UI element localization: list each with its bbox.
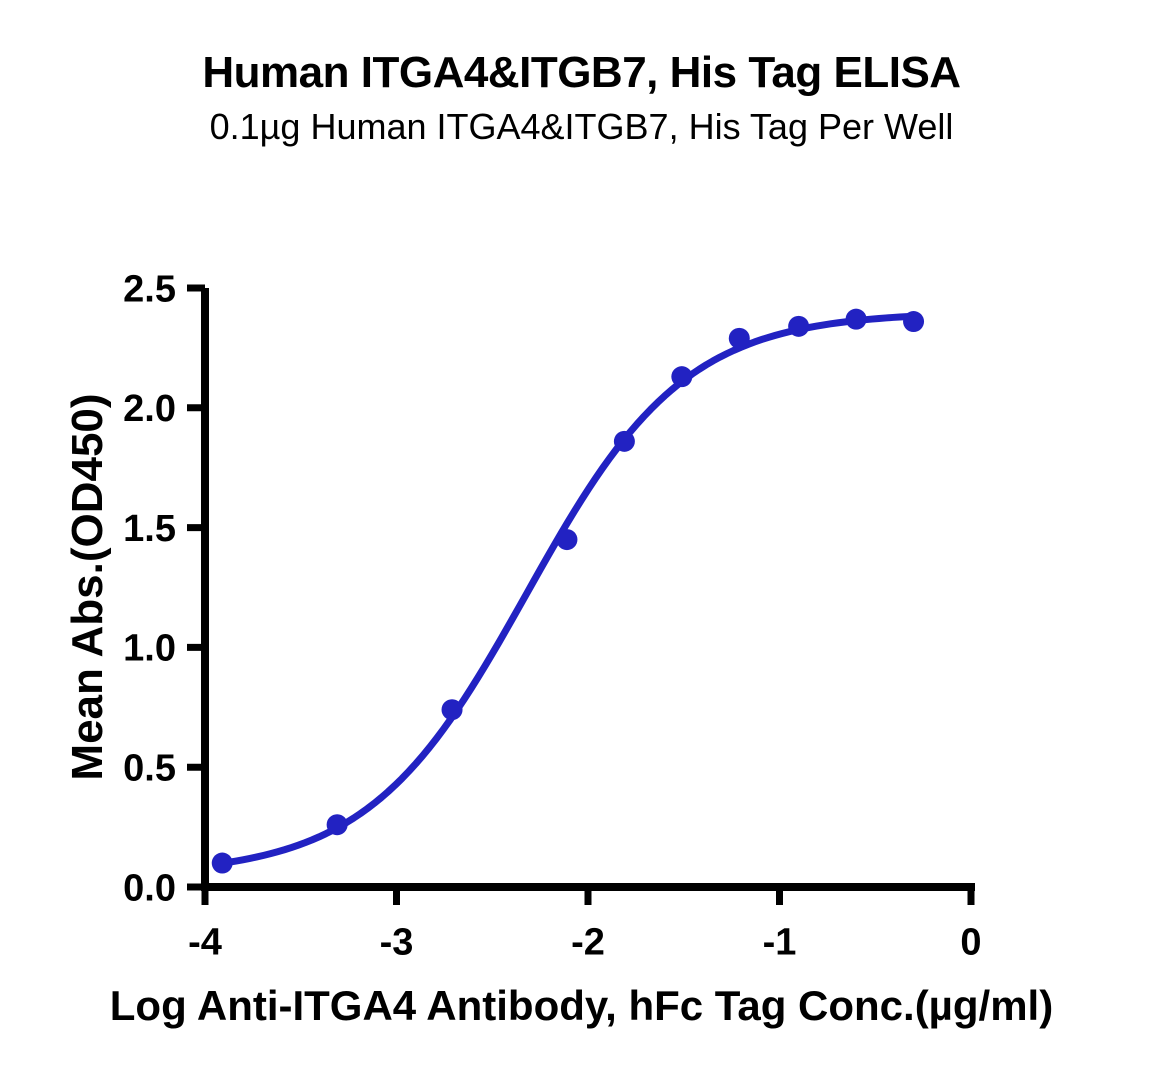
- data-point: [903, 311, 925, 333]
- y-tick-label: 2.0: [123, 388, 176, 430]
- y-tick-label: 1.5: [123, 508, 176, 550]
- chart-subtitle: 0.1µg Human ITGA4&ITGB7, His Tag Per Wel…: [209, 106, 954, 147]
- data-point: [845, 308, 867, 330]
- x-tick-label: -1: [763, 921, 797, 963]
- data-point: [613, 430, 635, 452]
- x-axis-label: Log Anti-ITGA4 Antibody, hFc Tag Conc.(µ…: [109, 982, 1054, 1029]
- y-tick-label: 0.0: [123, 867, 176, 909]
- x-tick-label: 0: [960, 921, 981, 963]
- data-point: [556, 529, 578, 551]
- data-point: [441, 699, 463, 721]
- x-tick-label: -4: [188, 921, 222, 963]
- y-tick-label: 0.5: [123, 748, 176, 790]
- data-point: [788, 315, 810, 337]
- y-tick-label: 1.0: [123, 628, 176, 670]
- fit-curve: [218, 312, 918, 867]
- x-tick-label: -2: [571, 921, 605, 963]
- data-point: [671, 366, 693, 388]
- chart-title: Human ITGA4&ITGB7, His Tag ELISA: [202, 48, 961, 97]
- data-point: [728, 327, 750, 349]
- x-tick-label: -3: [380, 921, 414, 963]
- y-tick-label: 2.5: [123, 268, 176, 310]
- data-point: [211, 852, 233, 874]
- data-point: [326, 814, 348, 836]
